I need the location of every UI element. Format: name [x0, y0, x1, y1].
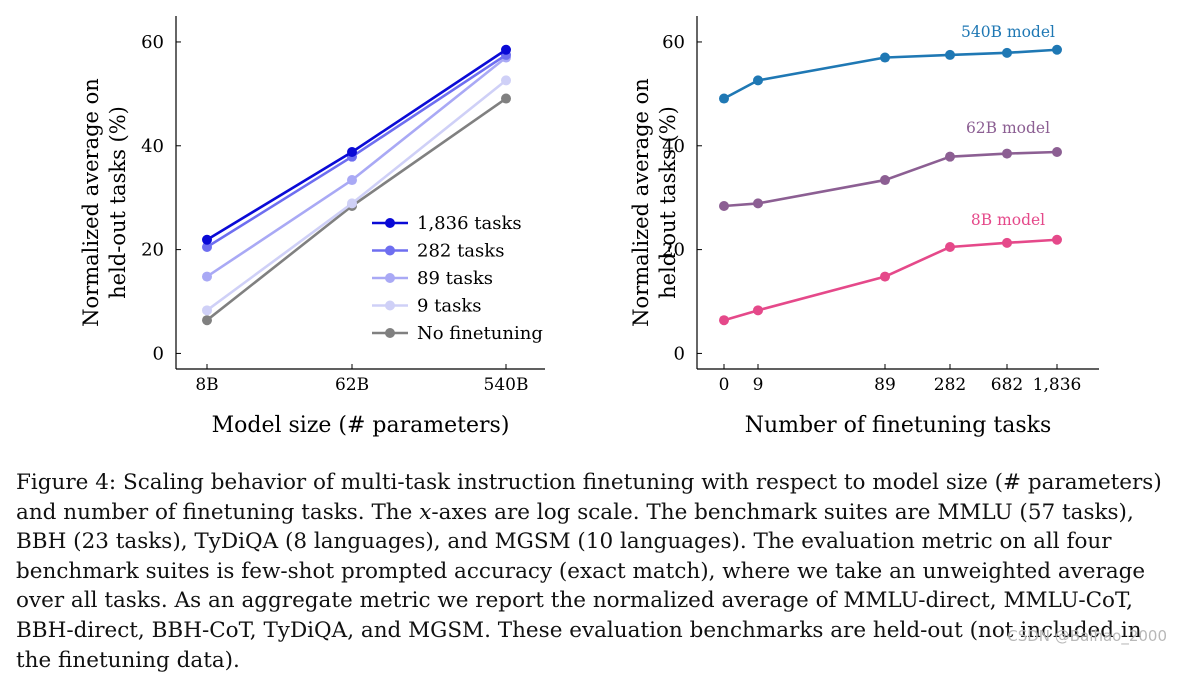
data-point — [202, 315, 212, 326]
data-point — [880, 175, 890, 186]
x-tick-label: 282 — [934, 375, 966, 395]
data-point — [753, 75, 763, 86]
y-tick-label: 40 — [141, 136, 164, 157]
x-axis-label: Number of finetuning tasks — [745, 413, 1051, 438]
y-axis-label: held-out tasks (%) — [106, 106, 130, 299]
series-line — [723, 238, 1058, 322]
series-line — [723, 150, 1058, 208]
data-point — [945, 151, 955, 162]
data-point — [202, 305, 212, 316]
data-point — [347, 198, 357, 209]
data-point — [1052, 234, 1062, 245]
legend-label: No finetuning — [417, 323, 543, 344]
legend-marker — [385, 328, 395, 338]
x-tick-label: 89 — [874, 375, 896, 395]
y-tick-label: 60 — [141, 32, 164, 53]
legend-marker — [385, 245, 395, 256]
legend-label: 282 tasks — [417, 241, 504, 262]
series-line — [206, 48, 507, 241]
data-point — [1002, 237, 1012, 248]
series-label: 8B model — [971, 211, 1045, 229]
y-axis-label: Normalized average on — [79, 78, 103, 327]
data-point — [945, 242, 955, 253]
model-size-chart: 0 20 40 60 8B 62B 540B Model size (# parameters… — [79, 16, 545, 438]
caption-lead: Figure 4: Scaling behavior of multi-task… — [16, 470, 1162, 525]
legend-marker — [385, 218, 395, 228]
y-tick-label: 60 — [662, 32, 685, 53]
series-label: 540B model — [961, 23, 1055, 41]
x-tick-label: 0 — [719, 375, 730, 395]
legend-label: 1,836 tasks — [417, 213, 522, 234]
legend-marker — [385, 273, 395, 283]
data-point — [719, 200, 729, 211]
data-point — [1052, 147, 1062, 158]
data-point — [347, 175, 357, 186]
data-point — [202, 234, 212, 245]
data-point — [347, 147, 357, 158]
x-tick-label: 62B — [335, 375, 369, 395]
data-point — [501, 93, 511, 104]
x-axis-label: Model size (# parameters) — [212, 413, 510, 438]
data-point — [501, 75, 511, 86]
data-point — [753, 198, 763, 209]
data-point — [501, 44, 511, 55]
data-point — [880, 52, 890, 63]
figure-caption: Figure 4: Scaling behavior of multi-task… — [16, 468, 1166, 675]
x-tick-label: 540B — [484, 375, 529, 395]
figure: 0 20 40 60 8B 62B 540B Model size (# parameters… — [79, 16, 1099, 438]
finetuning-tasks-chart: 0 20 40 60 0 9 89 282 682 1,836 Number of finetuni… — [629, 16, 1099, 438]
y-tick-label: 20 — [662, 240, 685, 261]
x-tick-label: 8B — [195, 375, 218, 395]
x-tick-label: 9 — [753, 375, 764, 395]
data-point — [1002, 148, 1012, 159]
data-point — [753, 305, 763, 316]
data-point — [202, 271, 212, 282]
data-point — [945, 49, 955, 60]
legend-label: 9 tasks — [417, 296, 482, 317]
caption-x-variable: x — [419, 499, 432, 525]
legend-label: 89 tasks — [417, 268, 493, 289]
data-point — [719, 315, 729, 326]
legend-marker — [385, 300, 395, 311]
data-point — [1052, 44, 1062, 55]
series-line — [723, 48, 1058, 100]
watermark: CSDN @Baihao_2000 — [1007, 627, 1167, 645]
y-tick-label: 40 — [662, 136, 685, 157]
y-tick-label: 20 — [141, 240, 164, 261]
x-tick-label: 682 — [991, 375, 1023, 395]
y-tick-label: 0 — [153, 343, 164, 364]
data-point — [202, 242, 212, 253]
y-tick-label: 0 — [674, 343, 685, 364]
y-axis-label: Normalized average on — [629, 78, 653, 327]
y-axis-label: held-out tasks (%) — [656, 106, 680, 299]
data-point — [719, 93, 729, 104]
caption-rest: -axes are log scale. The benchmark suite… — [16, 499, 1146, 673]
data-point — [1002, 47, 1012, 58]
series-label: 62B model — [966, 119, 1050, 137]
x-tick-label: 1,836 — [1033, 375, 1082, 395]
data-point — [880, 271, 890, 282]
